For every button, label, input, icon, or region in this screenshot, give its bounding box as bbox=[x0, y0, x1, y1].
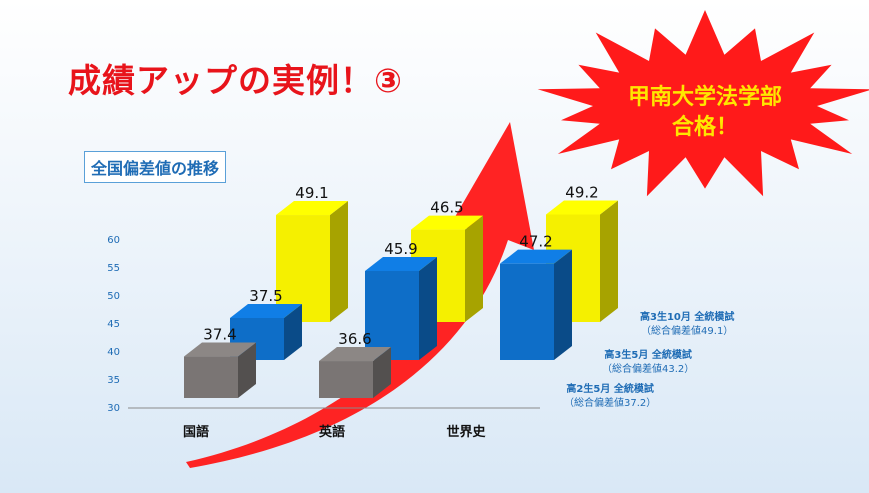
bar-side bbox=[554, 249, 572, 360]
x-category-label: 英語 bbox=[318, 424, 345, 440]
bar-top bbox=[230, 304, 302, 318]
legend-item-series-3: 高3生10月 全統模試 （総合偏差値49.1） bbox=[640, 311, 734, 339]
legend-series-1-name: 高2生5月 全統模試 bbox=[566, 384, 654, 395]
bar-side bbox=[419, 256, 437, 360]
bar-top bbox=[276, 201, 348, 216]
legend-item-series-2: 高3生5月 全統模試 （総合偏差値43.2） bbox=[602, 349, 694, 377]
y-tick-label: 55 bbox=[107, 263, 120, 274]
burst-line-2: 合格！ bbox=[671, 115, 738, 140]
bar-side bbox=[600, 200, 618, 322]
legend-item-series-1: 高2生5月 全統模試 （総合偏差値37.2） bbox=[564, 383, 656, 411]
legend-series-3-name: 高3生10月 全統模試 bbox=[640, 312, 735, 323]
legend-series-3-note: （総合偏差値49.1） bbox=[641, 326, 734, 337]
x-category-label: 世界史 bbox=[446, 424, 486, 440]
bar-top bbox=[500, 249, 572, 264]
bar-side bbox=[238, 342, 256, 398]
bar-top bbox=[319, 347, 391, 362]
burst-line-1: 甲南大学法学部 bbox=[627, 85, 782, 110]
bar-value-label: 36.6 bbox=[338, 330, 371, 348]
bar-top bbox=[411, 215, 483, 230]
bar bbox=[319, 361, 373, 398]
bar bbox=[500, 263, 554, 360]
acceptance-burst-text: 甲南大学法学部 合格！ bbox=[592, 83, 818, 143]
bar-side bbox=[284, 304, 302, 360]
y-tick-label: 35 bbox=[107, 375, 120, 386]
bar-value-label: 37.4 bbox=[203, 326, 236, 344]
legend-series-2-name: 高3生5月 全統模試 bbox=[604, 350, 692, 361]
bar bbox=[184, 356, 238, 398]
acceptance-starburst bbox=[537, 10, 869, 197]
y-tick-label: 40 bbox=[107, 347, 120, 358]
bar-value-label: 49.2 bbox=[565, 183, 598, 201]
bar-top bbox=[365, 256, 437, 271]
bar-side bbox=[465, 215, 483, 322]
y-tick-label: 50 bbox=[107, 291, 120, 302]
chart-title: 全国偏差値の推移 bbox=[84, 151, 227, 183]
bar-side bbox=[373, 347, 391, 398]
legend-series-2-note: （総合偏差値43.2） bbox=[602, 364, 695, 375]
bar-top bbox=[546, 200, 618, 215]
bar bbox=[365, 270, 419, 360]
bar-value-label: 37.5 bbox=[249, 287, 282, 305]
bar-value-label: 47.2 bbox=[519, 233, 552, 251]
y-tick-label: 60 bbox=[107, 235, 120, 246]
bar-value-label: 49.1 bbox=[295, 184, 328, 202]
bar-top bbox=[184, 342, 256, 357]
slide-title: 成績アップの実例！③ bbox=[68, 61, 403, 100]
legend-series-1-note: （総合偏差値37.2） bbox=[564, 398, 657, 409]
x-category-label: 国語 bbox=[183, 424, 209, 440]
bar-side bbox=[330, 201, 348, 322]
y-tick-label: 45 bbox=[107, 319, 120, 330]
bar-value-label: 46.5 bbox=[430, 199, 463, 217]
y-tick-label: 30 bbox=[107, 403, 120, 414]
bar-value-label: 45.9 bbox=[384, 240, 417, 258]
